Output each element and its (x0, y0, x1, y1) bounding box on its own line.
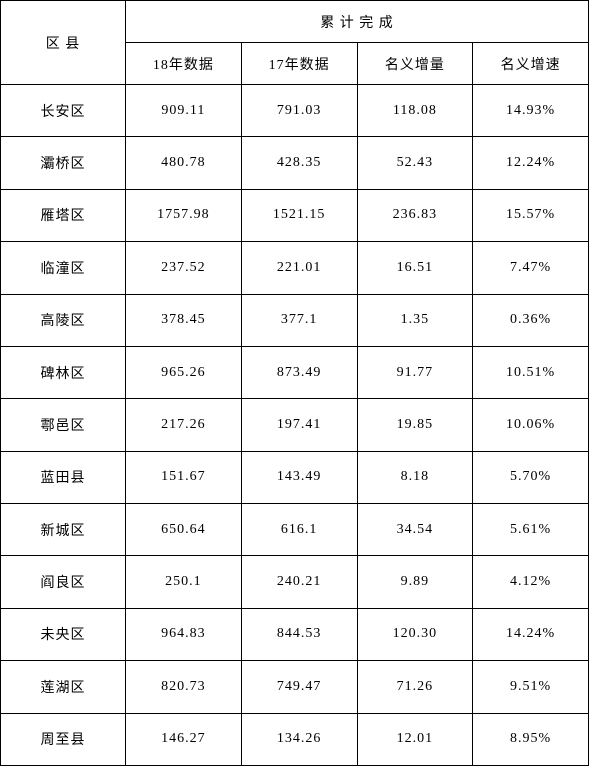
cell-district: 未央区 (1, 608, 126, 660)
cell-data18: 217.26 (126, 399, 242, 451)
cell-data17: 134.26 (241, 713, 357, 766)
cell-district: 雁塔区 (1, 189, 126, 241)
cell-district: 高陵区 (1, 294, 126, 346)
cell-increment: 71.26 (357, 661, 473, 713)
table-row: 灞桥区480.78428.3552.4312.24% (1, 137, 589, 189)
cell-data18: 965.26 (126, 346, 242, 398)
table-row: 碑林区965.26873.4991.7710.51% (1, 346, 589, 398)
table-row: 阎良区250.1240.219.894.12% (1, 556, 589, 608)
cell-data17: 791.03 (241, 85, 357, 137)
cell-data18: 1757.98 (126, 189, 242, 241)
cell-data17: 197.41 (241, 399, 357, 451)
cell-district: 长安区 (1, 85, 126, 137)
cell-rate: 14.93% (473, 85, 589, 137)
cell-data18: 909.11 (126, 85, 242, 137)
header-district: 区 县 (1, 1, 126, 85)
header-col2: 17年数据 (241, 43, 357, 85)
cell-data17: 844.53 (241, 608, 357, 660)
cell-increment: 52.43 (357, 137, 473, 189)
header-col4: 名义增速 (473, 43, 589, 85)
cell-data18: 250.1 (126, 556, 242, 608)
cell-data18: 378.45 (126, 294, 242, 346)
cell-increment: 1.35 (357, 294, 473, 346)
cell-data18: 146.27 (126, 713, 242, 766)
cell-data18: 237.52 (126, 242, 242, 294)
cell-data17: 377.1 (241, 294, 357, 346)
header-col3: 名义增量 (357, 43, 473, 85)
cell-rate: 15.57% (473, 189, 589, 241)
cell-rate: 5.61% (473, 504, 589, 556)
cell-data17: 749.47 (241, 661, 357, 713)
cell-increment: 236.83 (357, 189, 473, 241)
cell-rate: 7.47% (473, 242, 589, 294)
cell-increment: 91.77 (357, 346, 473, 398)
data-table: 区 县 累 计 完 成 18年数据 17年数据 名义增量 名义增速 长安区909… (0, 0, 589, 766)
table-row: 新城区650.64616.134.545.61% (1, 504, 589, 556)
cell-district: 蓝田县 (1, 451, 126, 503)
cell-data17: 240.21 (241, 556, 357, 608)
table-row: 周至县146.27134.2612.018.95% (1, 713, 589, 766)
cell-data18: 650.64 (126, 504, 242, 556)
cell-district: 莲湖区 (1, 661, 126, 713)
table-row: 长安区909.11791.03118.0814.93% (1, 85, 589, 137)
table-row: 高陵区378.45377.11.350.36% (1, 294, 589, 346)
cell-rate: 10.06% (473, 399, 589, 451)
cell-rate: 9.51% (473, 661, 589, 713)
cell-data17: 143.49 (241, 451, 357, 503)
header-col1: 18年数据 (126, 43, 242, 85)
cell-data17: 616.1 (241, 504, 357, 556)
cell-increment: 19.85 (357, 399, 473, 451)
table-row: 鄠邑区217.26197.4119.8510.06% (1, 399, 589, 451)
cell-data18: 480.78 (126, 137, 242, 189)
cell-data18: 151.67 (126, 451, 242, 503)
cell-increment: 12.01 (357, 713, 473, 766)
cell-increment: 16.51 (357, 242, 473, 294)
cell-increment: 9.89 (357, 556, 473, 608)
cell-district: 碑林区 (1, 346, 126, 398)
cell-data17: 1521.15 (241, 189, 357, 241)
table-body: 长安区909.11791.03118.0814.93%灞桥区480.78428.… (1, 85, 589, 766)
cell-increment: 8.18 (357, 451, 473, 503)
table-row: 蓝田县151.67143.498.185.70% (1, 451, 589, 503)
table-row: 莲湖区820.73749.4771.269.51% (1, 661, 589, 713)
cell-district: 周至县 (1, 713, 126, 766)
cell-district: 灞桥区 (1, 137, 126, 189)
cell-data18: 820.73 (126, 661, 242, 713)
cell-district: 临潼区 (1, 242, 126, 294)
cell-data17: 428.35 (241, 137, 357, 189)
cell-increment: 34.54 (357, 504, 473, 556)
cell-increment: 118.08 (357, 85, 473, 137)
cell-data17: 873.49 (241, 346, 357, 398)
cell-rate: 5.70% (473, 451, 589, 503)
cell-data17: 221.01 (241, 242, 357, 294)
table-row: 未央区964.83844.53120.3014.24% (1, 608, 589, 660)
cell-rate: 12.24% (473, 137, 589, 189)
cell-increment: 120.30 (357, 608, 473, 660)
cell-rate: 8.95% (473, 713, 589, 766)
cell-district: 新城区 (1, 504, 126, 556)
table-row: 临潼区237.52221.0116.517.47% (1, 242, 589, 294)
table-row: 雁塔区1757.981521.15236.8315.57% (1, 189, 589, 241)
cell-rate: 10.51% (473, 346, 589, 398)
cell-rate: 4.12% (473, 556, 589, 608)
cell-district: 鄠邑区 (1, 399, 126, 451)
cell-rate: 0.36% (473, 294, 589, 346)
cell-rate: 14.24% (473, 608, 589, 660)
header-group: 累 计 完 成 (126, 1, 589, 43)
cell-data18: 964.83 (126, 608, 242, 660)
cell-district: 阎良区 (1, 556, 126, 608)
